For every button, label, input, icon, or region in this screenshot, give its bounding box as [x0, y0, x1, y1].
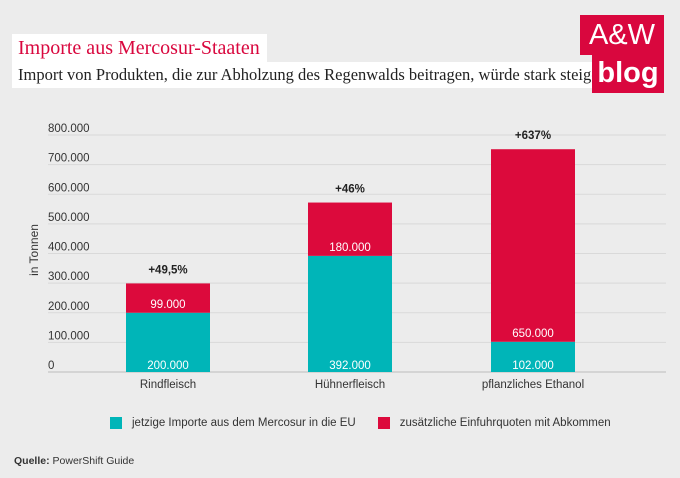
- bar-current: [491, 341, 575, 372]
- aw-blog-logo[interactable]: A&W blog: [580, 15, 664, 93]
- x-tick-label: Rindfleisch: [140, 379, 196, 391]
- legend-label-additional: zusätzliche Einfuhrquoten mit Abkommen: [399, 417, 611, 429]
- y-tick-label: 300.000: [48, 271, 90, 283]
- bar-additional: [491, 149, 575, 342]
- bar-value-label: 180.000: [329, 242, 371, 254]
- bar-value-label: 392.000: [329, 360, 371, 372]
- chart-title: Importe aus Mercosur-Staaten: [12, 34, 267, 63]
- legend: jetzige Importe aus dem Mercosur in die …: [110, 416, 633, 430]
- legend-item-current: jetzige Importe aus dem Mercosur in die …: [110, 417, 356, 429]
- logo-line-2: blog: [592, 55, 664, 93]
- y-tick-label: 400.000: [48, 242, 90, 254]
- chart-subtitle: Import von Produkten, die zur Abholzung …: [12, 62, 614, 88]
- source-text: PowerShift Guide: [52, 455, 135, 467]
- y-axis-label: in Tonnen: [27, 224, 41, 276]
- bars: 200.000 99.000 +49,5% 392.000 180.000 +46% 102…: [126, 130, 575, 372]
- x-tick-label: Hühnerfleisch: [315, 379, 385, 391]
- bar-current: [308, 255, 392, 372]
- y-axis-ticks: 0 100.000 200.000 300.000 400.000 500.000 600.…: [48, 123, 90, 372]
- bar-additional: [308, 202, 392, 256]
- logo-line-1: A&W: [580, 15, 664, 55]
- source-label: Quelle:: [14, 455, 50, 467]
- bar-value-label: 200.000: [147, 360, 189, 372]
- bar-value-label: 650.000: [512, 328, 554, 340]
- y-tick-label: 800.000: [48, 123, 90, 135]
- y-tick-label: 200.000: [48, 301, 90, 313]
- bar-current: [126, 312, 210, 372]
- legend-swatch-additional: [377, 417, 390, 429]
- y-tick-label: 600.000: [48, 182, 90, 194]
- legend-item-additional: zusätzliche Einfuhrquoten mit Abkommen: [377, 417, 611, 429]
- legend-swatch-current: [110, 417, 122, 429]
- bar-additional: [126, 283, 210, 313]
- legend-label-current: jetzige Importe aus dem Mercosur in die …: [132, 417, 356, 429]
- bar-value-label: 99.000: [150, 299, 185, 311]
- bar-change-annotation: +46%: [335, 184, 365, 196]
- y-tick-label: 100.000: [48, 330, 90, 342]
- x-tick-label: pflanzliches Ethanol: [482, 379, 584, 391]
- y-tick-label: 0: [48, 360, 54, 372]
- bar-value-label: 102.000: [512, 360, 554, 372]
- bar-change-annotation: +637%: [515, 130, 551, 142]
- source-note: Quelle: PowerShift Guide: [14, 455, 134, 467]
- x-axis-ticks: Rindfleisch Hühnerfleisch pflanzliches Eth…: [140, 379, 584, 391]
- y-tick-label: 700.000: [48, 153, 90, 165]
- bar-change-annotation: +49,5%: [148, 264, 187, 276]
- y-tick-label: 500.000: [48, 212, 90, 224]
